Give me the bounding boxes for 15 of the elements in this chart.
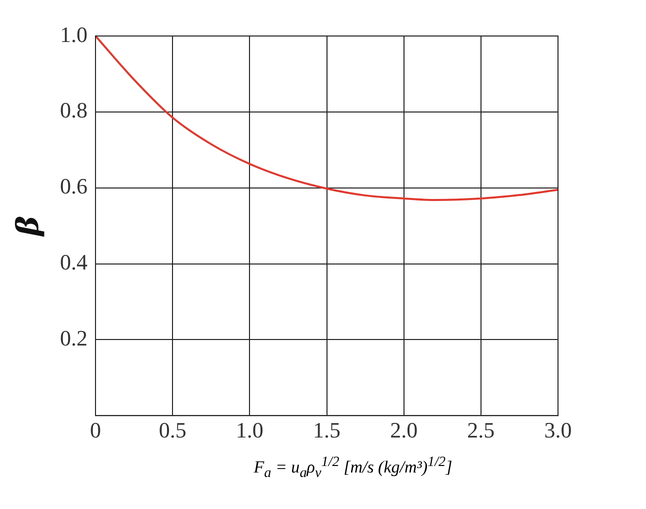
x-tick-label: 2.5 [467, 418, 495, 443]
x-tick-label: 1.0 [236, 418, 264, 443]
y-tick-label: 1.0 [60, 22, 88, 47]
x-tick-label: 2.0 [390, 418, 418, 443]
y-tick-label: 0.8 [60, 98, 88, 123]
y-tick-label: 0.6 [60, 174, 88, 199]
x-tick-label: 0.5 [158, 418, 186, 443]
y-axis-title: β [10, 216, 46, 237]
x-tick-label: 3.0 [544, 418, 572, 443]
y-tick-label: 0.2 [60, 325, 88, 350]
x-tick-label: 0 [90, 418, 101, 443]
text: F$_{a}$ = u$_{a}$ρ$_{v}$$^{1/2}$ [m/s (kg/m³)$^{1/2}$] [254, 454, 452, 482]
x-tick-label: 1.5 [313, 418, 340, 443]
y-tick-label: 0.4 [60, 250, 88, 275]
line-series [96, 36, 558, 201]
